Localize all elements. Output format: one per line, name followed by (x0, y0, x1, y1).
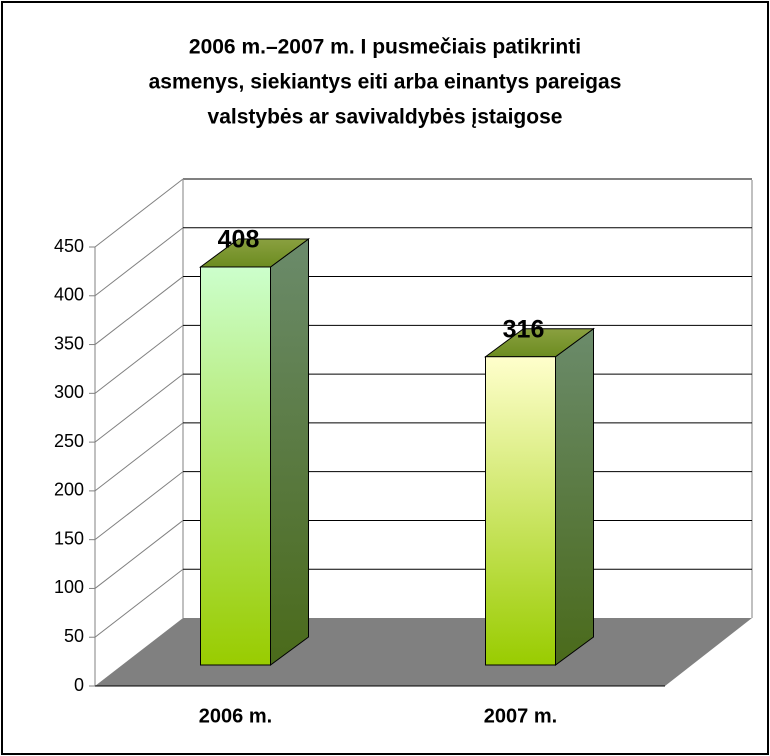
bar-front (485, 356, 556, 666)
x-tick-label: 2007 m. (484, 705, 557, 727)
y-tick-label: 450 (54, 236, 84, 256)
grid-line (94, 568, 184, 638)
y-tick-label: 100 (54, 577, 84, 597)
grid-line (94, 178, 184, 248)
y-tick-label: 400 (54, 285, 84, 305)
grid-line (94, 422, 184, 492)
floor (95, 618, 752, 686)
data-label: 316 (503, 315, 545, 343)
bar (198, 237, 311, 666)
grid-line (94, 276, 184, 345)
grid-line (94, 471, 184, 541)
bar-side (270, 237, 309, 666)
bar-side (555, 327, 594, 666)
grid-line (94, 227, 184, 297)
bar-front (200, 266, 271, 666)
bar (483, 327, 596, 666)
chart-title: 2006 m.–2007 m. I pusmečiais patikrinti (189, 36, 581, 59)
y-tick-label: 300 (54, 382, 84, 402)
y-tick-label: 0 (74, 675, 84, 695)
y-tick-label: 50 (64, 626, 84, 646)
x-tick-label: 2006 m. (199, 705, 272, 727)
chart-title: asmenys, siekiantys eiti arba einantys p… (149, 71, 622, 94)
grid-line (94, 324, 184, 394)
y-tick-label: 350 (54, 333, 84, 353)
grid-line (94, 520, 184, 589)
y-tick-label: 250 (54, 431, 84, 451)
grid-line (94, 373, 184, 443)
y-tick-label: 200 (54, 480, 84, 500)
data-label: 408 (218, 226, 260, 254)
chart-title: valstybės ar savivaldybės įstaigose (208, 106, 563, 129)
y-tick-label: 150 (54, 528, 84, 548)
